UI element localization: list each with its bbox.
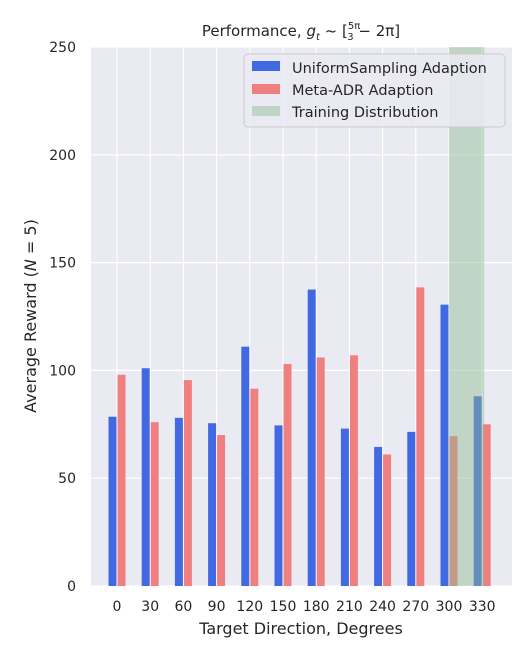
- bar-metaadr: [250, 388, 259, 586]
- bar-metaadr: [316, 357, 325, 586]
- chart-title: Performance, gt ~ [5π 3 − 2π]: [202, 21, 400, 43]
- bar-uniform: [241, 346, 250, 586]
- x-axis-ticks: 0 30 60 90 120 150 180 210 240 270 300 330: [113, 599, 496, 615]
- x-tick-label: 30: [141, 599, 159, 615]
- x-tick-label: 330: [469, 599, 496, 615]
- bar-metaadr: [449, 436, 458, 586]
- legend-label-training: Training Distribution: [291, 105, 438, 121]
- legend-label-metaadr: Meta-ADR Adaption: [292, 83, 433, 99]
- x-tick-label: 60: [174, 599, 192, 615]
- bar-uniform: [174, 417, 183, 586]
- bar-uniform: [374, 446, 383, 586]
- x-tick-label: 120: [236, 599, 263, 615]
- title-frac-den: 3: [347, 32, 353, 43]
- y-tick-label: 50: [58, 471, 76, 487]
- bar-metaadr: [383, 454, 392, 586]
- x-tick-label: 300: [436, 599, 463, 615]
- bar-metaadr: [283, 363, 292, 586]
- grid: [91, 46, 512, 587]
- bar-uniform: [141, 368, 150, 586]
- x-tick-label: 270: [402, 599, 429, 615]
- x-axis-label: Target Direction, Degrees: [198, 619, 403, 638]
- bar-uniform: [208, 423, 217, 586]
- x-tick-label: 150: [270, 599, 297, 615]
- y-axis-label: Average Reward (N = 5): [21, 219, 40, 413]
- bar-uniform: [473, 396, 482, 586]
- y-tick-label: 150: [49, 256, 76, 272]
- bar-metaadr: [150, 422, 159, 586]
- bar-metaadr: [117, 374, 126, 586]
- legend-frame: [243, 53, 506, 128]
- title-math-end: − 2π]: [354, 22, 401, 40]
- bar-metaadr: [482, 424, 491, 586]
- bar-uniform: [340, 428, 349, 586]
- legend-swatch-uniform: [252, 61, 280, 71]
- title-math-rest: ~ [: [320, 22, 348, 40]
- legend: UniformSampling Adaption Meta-ADR Adapti…: [243, 53, 506, 128]
- bars: [108, 287, 491, 586]
- x-tick-label: 240: [369, 599, 396, 615]
- legend-swatch-metaadr: [252, 84, 280, 94]
- training-region: [449, 47, 485, 586]
- bar-uniform: [108, 416, 117, 586]
- title-math: g: [306, 22, 316, 40]
- bar-uniform: [307, 289, 316, 586]
- y-tick-label: 0: [67, 579, 76, 595]
- bar-uniform: [407, 431, 416, 586]
- title-frac-num: 5π: [348, 21, 360, 32]
- x-tick-label: 210: [336, 599, 363, 615]
- bar-metaadr: [416, 287, 425, 586]
- x-tick-label: 180: [303, 599, 330, 615]
- bar-metaadr: [349, 355, 358, 586]
- title-prefix: Performance,: [202, 22, 307, 40]
- y-axis-ticks: 0 50 100 150 200 250: [49, 40, 76, 595]
- title-math-sub: t: [316, 32, 321, 43]
- x-tick-label: 90: [208, 599, 226, 615]
- y-tick-label: 250: [49, 40, 76, 56]
- bar-uniform: [440, 304, 449, 586]
- legend-swatch-training: [252, 106, 280, 116]
- x-tick-label: 0: [113, 599, 122, 615]
- y-tick-label: 100: [49, 363, 76, 379]
- training-distribution-band: [449, 47, 485, 586]
- legend-label-uniform: UniformSampling Adaption: [292, 61, 487, 77]
- bar-metaadr: [217, 435, 226, 586]
- bar-uniform: [274, 425, 283, 586]
- bar-metaadr: [183, 380, 192, 586]
- y-tick-label: 200: [49, 148, 76, 164]
